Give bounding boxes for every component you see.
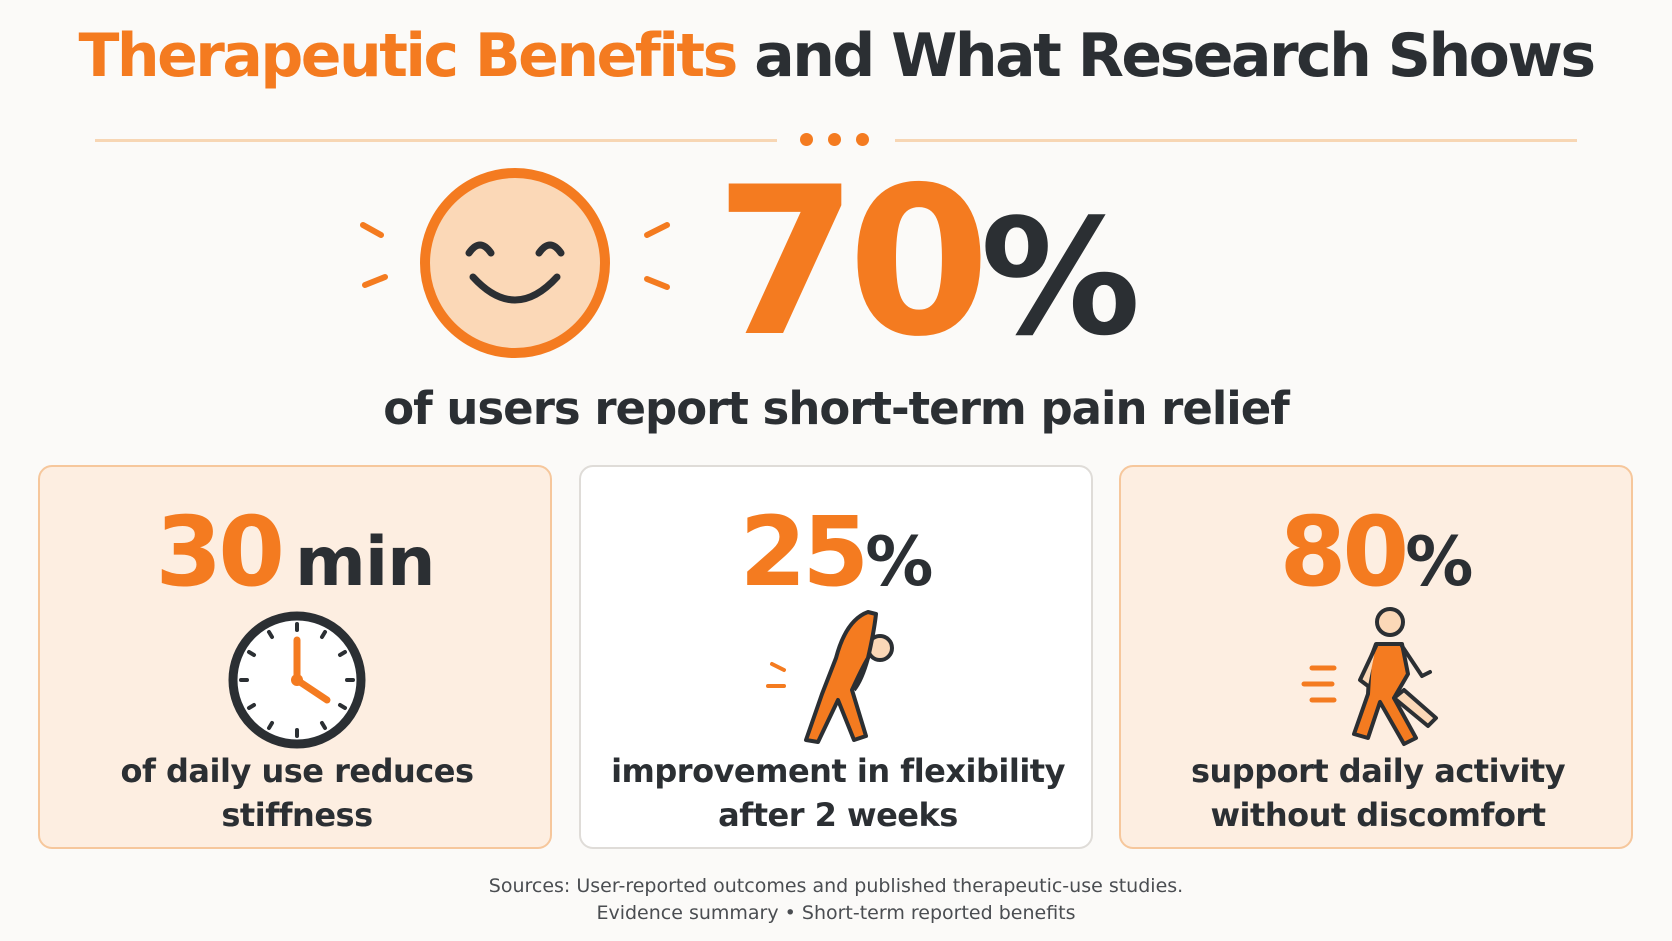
- card-stat: 30 min: [40, 497, 550, 635]
- sources-line1: Sources: User-reported outcomes and publ…: [488, 875, 1184, 897]
- page-title: Therapeutic Benefits and What Research S…: [0, 22, 1672, 91]
- card-unit: min: [295, 523, 436, 602]
- smiley-face-icon: [360, 168, 670, 358]
- card-desc-line1: improvement in flexibility: [611, 752, 1065, 790]
- card-desc-line1: support daily activity: [1190, 752, 1566, 790]
- card-unit: %: [1405, 523, 1473, 602]
- card-desc-line2: after 2 weeks: [718, 796, 958, 834]
- stretching-person-icon: [766, 610, 894, 744]
- title-rest: and What Research Shows: [754, 21, 1596, 91]
- hero-value: 70: [715, 144, 990, 382]
- card-value: 30: [155, 496, 285, 608]
- stat-card-daily-use: 30 min of daily use reduces stiffness: [38, 465, 552, 849]
- sources-line2: Evidence summary • Short-term reported b…: [596, 902, 1076, 924]
- hero-caption: of users report short-term pain relief: [383, 382, 1290, 435]
- divider-right: [895, 139, 1577, 142]
- hero-unit: %: [980, 184, 1141, 371]
- card-description: support daily activity without discomfor…: [1131, 749, 1625, 837]
- clock-icon: [228, 611, 366, 749]
- card-unit: %: [865, 523, 933, 602]
- card-stat: 25%: [581, 497, 1091, 635]
- card-description: of daily use reduces stiffness: [50, 749, 544, 837]
- stat-card-daily-activity: 80% support daily activity without disco…: [1119, 465, 1633, 849]
- card-description: improvement in flexibility after 2 weeks: [591, 749, 1085, 837]
- walking-person-icon: [1301, 607, 1438, 746]
- card-stat: 80%: [1121, 497, 1631, 635]
- card-desc-line1: of daily use reduces: [120, 752, 474, 790]
- card-desc-line2: stiffness: [221, 796, 373, 834]
- title-accent: Therapeutic Benefits: [78, 21, 738, 91]
- divider-left: [95, 139, 777, 142]
- hero-stat: 70%: [715, 158, 1141, 371]
- stat-card-flexibility: 25% improvement in flexibility after 2 w…: [579, 465, 1093, 849]
- card-value: 25: [739, 496, 870, 608]
- card-value: 80: [1279, 496, 1410, 608]
- sources-footnote: Sources: User-reported outcomes and publ…: [0, 873, 1672, 927]
- divider-dots: [800, 133, 872, 147]
- card-desc-line2: without discomfort: [1210, 796, 1546, 834]
